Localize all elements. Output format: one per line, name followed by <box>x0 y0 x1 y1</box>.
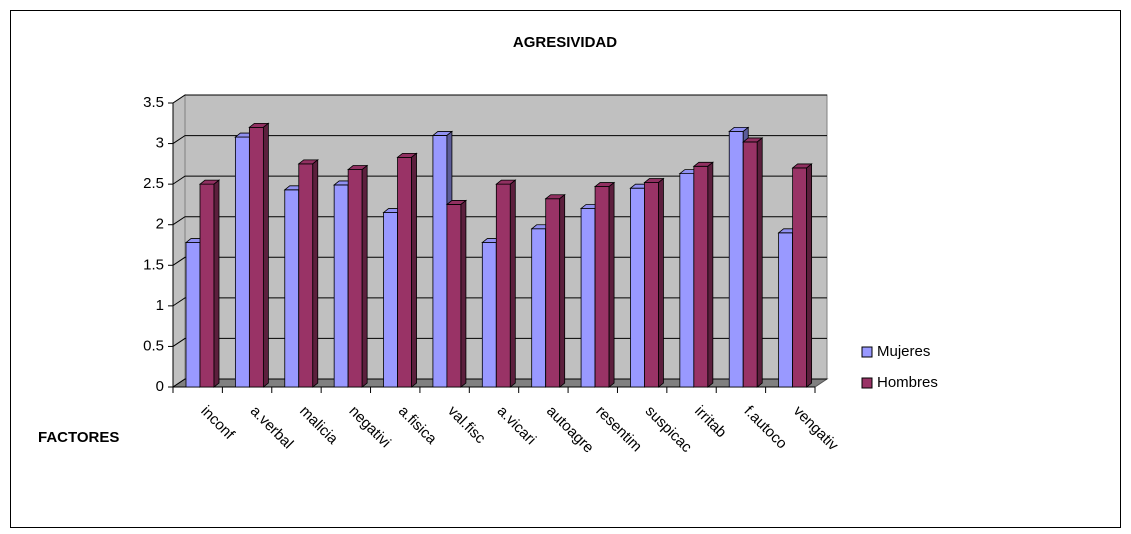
bar <box>495 183 511 388</box>
bar-side <box>509 179 516 388</box>
y-tick-label: 1.5 <box>143 256 164 273</box>
bar <box>644 182 659 388</box>
legend-label: Hombres <box>877 374 938 391</box>
bar <box>742 141 758 388</box>
bar-side <box>460 199 467 388</box>
bar-side <box>806 163 813 388</box>
bar <box>199 183 215 388</box>
chart-title: AGRESIVIDAD <box>513 34 617 51</box>
bar <box>347 169 363 388</box>
y-tick-label: 3 <box>156 135 164 152</box>
bar <box>481 242 497 388</box>
bar-side <box>213 179 220 388</box>
bar <box>630 187 645 388</box>
bar <box>531 228 547 388</box>
bar <box>792 167 808 388</box>
bar <box>580 208 596 388</box>
grid-line <box>172 94 827 104</box>
grid-line <box>172 135 827 144</box>
bar-side <box>312 159 319 388</box>
legend-swatch <box>861 377 873 389</box>
bar <box>383 212 398 388</box>
bar-side <box>361 164 368 388</box>
bar <box>397 156 412 388</box>
grid-line <box>172 175 827 185</box>
bar <box>298 163 314 388</box>
bar-side <box>608 181 615 388</box>
y-tick-label: 2.5 <box>143 175 164 192</box>
bar <box>284 189 300 388</box>
bar <box>728 130 744 388</box>
bar <box>234 136 250 388</box>
bar-side <box>559 193 566 388</box>
bar-side <box>707 161 714 388</box>
y-tick-label: 0 <box>156 378 164 395</box>
legend-label: Mujeres <box>877 343 930 360</box>
bar <box>248 126 264 388</box>
bar-side <box>411 152 417 388</box>
y-tick-label: 1 <box>156 297 164 314</box>
bar-side <box>262 122 269 388</box>
bar <box>594 186 610 388</box>
bar-side <box>658 177 664 388</box>
y-tick-label: 3.5 <box>143 94 164 111</box>
x-axis-title: FACTORES <box>38 429 119 446</box>
bar <box>333 184 349 388</box>
side-wall <box>172 94 186 388</box>
bar <box>185 242 201 388</box>
y-tick-label: 0.5 <box>143 337 164 354</box>
bar-side <box>756 137 763 388</box>
y-tick-label: 2 <box>156 216 164 233</box>
bar <box>432 135 448 388</box>
bar <box>679 173 695 388</box>
bar <box>693 165 709 388</box>
bar <box>778 232 794 388</box>
bar <box>545 198 561 388</box>
bar <box>446 204 462 388</box>
legend-swatch <box>861 346 873 358</box>
